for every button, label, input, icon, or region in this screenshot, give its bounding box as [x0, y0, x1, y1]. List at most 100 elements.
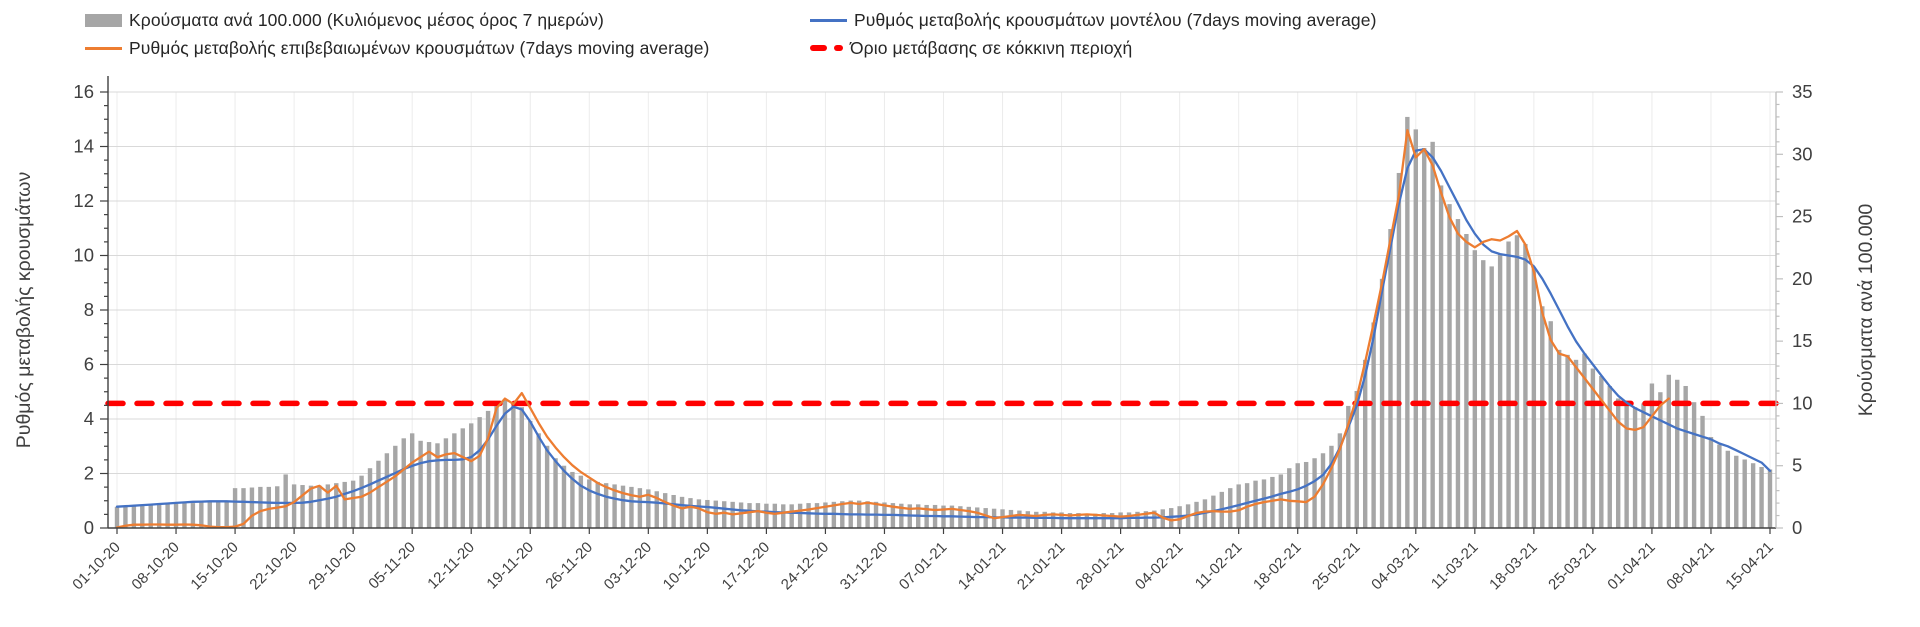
axis-titles: Ρυθμός μεταβολής κρουσμάτων Κρούσματα ανά… [13, 172, 1877, 448]
case-bar [1362, 359, 1368, 528]
case-bar [1093, 513, 1098, 528]
case-bar [578, 475, 584, 528]
case-bar [1422, 148, 1427, 529]
case-bar [1523, 243, 1528, 528]
case-bar [1641, 403, 1646, 528]
case-bar [266, 486, 272, 528]
case-bar [511, 402, 516, 528]
case-bar [156, 504, 162, 528]
right-axis-title: Κρούσματα ανά 100.000 [1855, 204, 1877, 417]
x-axis-tick-label: 01-04-21 [1604, 539, 1658, 593]
left-axis-tick-label: 16 [73, 81, 94, 102]
right-axis-tick-label: 20 [1792, 268, 1813, 289]
case-bar [1067, 513, 1073, 528]
case-bar [1464, 234, 1469, 529]
case-bar [291, 484, 297, 528]
x-axis-tick-label: 11-03-21 [1428, 539, 1482, 593]
case-bar [814, 503, 820, 528]
right-axis-tick-label: 10 [1792, 392, 1813, 413]
left-axis-tick-label: 0 [84, 517, 94, 538]
right-axis-ticks: 0 5 10 15 20 25 30 35 [1776, 81, 1813, 538]
legend-item-threshold: Όριο μετάβασης σε κόκκινη περιοχή [810, 37, 1132, 59]
case-bar [1152, 510, 1157, 528]
x-axis-tick-label: 31-12-20 [837, 539, 891, 593]
x-axis-tick-label: 08-04-21 [1663, 539, 1717, 593]
case-bar [587, 479, 592, 528]
left-axis-ticks: 0 2 4 6 8 10 12 14 16 [73, 81, 108, 538]
case-bar [1717, 444, 1722, 528]
case-bar [612, 484, 617, 528]
case-bar [738, 502, 744, 528]
case-bar [797, 503, 803, 528]
case-bar [1675, 379, 1680, 528]
case-bar [1742, 459, 1747, 528]
case-bar [1683, 385, 1688, 528]
case-bar [258, 486, 263, 528]
case-bar [190, 503, 196, 528]
x-axis-tick-label: 18-03-21 [1486, 539, 1540, 593]
case-bar [1346, 405, 1351, 528]
case-bar [452, 433, 457, 528]
x-axis-tick-label: 21-01-21 [1014, 539, 1068, 593]
case-bar [283, 474, 288, 528]
left-axis-tick-label: 2 [84, 463, 94, 484]
case-bar [1556, 349, 1562, 528]
case-bar [1599, 376, 1604, 528]
left-axis-tick-label: 12 [73, 190, 94, 211]
case-bar [376, 460, 381, 528]
confirmed-line-swatch-icon [85, 46, 122, 50]
case-bar [1000, 509, 1005, 528]
case-bar [1573, 359, 1579, 528]
case-bar [1143, 511, 1149, 528]
right-axis-tick-label: 5 [1792, 455, 1802, 476]
case-bar [334, 483, 339, 528]
left-axis-tick-label: 4 [84, 408, 94, 429]
case-bar [1615, 398, 1621, 528]
case-bar [1287, 468, 1292, 528]
case-bar [1303, 461, 1309, 528]
case-bar [536, 433, 541, 528]
case-bar [317, 485, 322, 528]
case-bar [1658, 392, 1663, 528]
case-bar [182, 503, 187, 528]
case-bar [1017, 510, 1022, 528]
confirmed-rate-line [115, 129, 1670, 529]
right-axis-tick-label: 15 [1792, 330, 1813, 351]
case-bar [1169, 508, 1174, 528]
case-bar [241, 488, 246, 528]
x-axis-tick-label: 04-03-21 [1368, 539, 1422, 593]
right-axis-tick-label: 30 [1792, 143, 1813, 164]
case-bar [359, 475, 364, 528]
case-bar [1025, 511, 1031, 528]
case-bar [1759, 466, 1764, 528]
case-bar [570, 471, 575, 528]
case-bar [1750, 463, 1756, 528]
x-axis-tick-label: 15-10-20 [187, 539, 241, 593]
case-bar [1447, 204, 1452, 528]
x-axis-tick-label: 24-12-20 [778, 539, 832, 593]
case-bar [1118, 512, 1123, 528]
x-axis-tick-label: 07-01-21 [896, 539, 950, 593]
case-bar [249, 487, 255, 528]
case-bar [823, 502, 828, 528]
legend-item-confirmed: Ρυθμός μεταβολής επιβεβαιωμένων κρουσμάτ… [85, 37, 709, 59]
case-bar [1497, 253, 1503, 528]
case-bar [1126, 512, 1132, 528]
case-bar [1312, 458, 1317, 528]
case-bar [1438, 185, 1444, 528]
model-rate-line [115, 148, 1772, 520]
case-bar [1371, 322, 1376, 528]
case-bar [1270, 476, 1275, 528]
case-bar [216, 501, 221, 528]
case-bar [595, 481, 600, 528]
axes [107, 76, 1777, 529]
x-axis-tick-label: 01-10-20 [69, 539, 123, 593]
x-axis-tick-label: 25-03-21 [1545, 539, 1599, 593]
case-bar [418, 440, 423, 528]
case-bar [637, 488, 643, 528]
case-bar [409, 433, 415, 528]
case-bar [1430, 141, 1435, 529]
case-bar [1531, 268, 1537, 528]
x-axis-tick-label: 12-11-20 [424, 539, 478, 593]
case-bar [620, 485, 626, 528]
